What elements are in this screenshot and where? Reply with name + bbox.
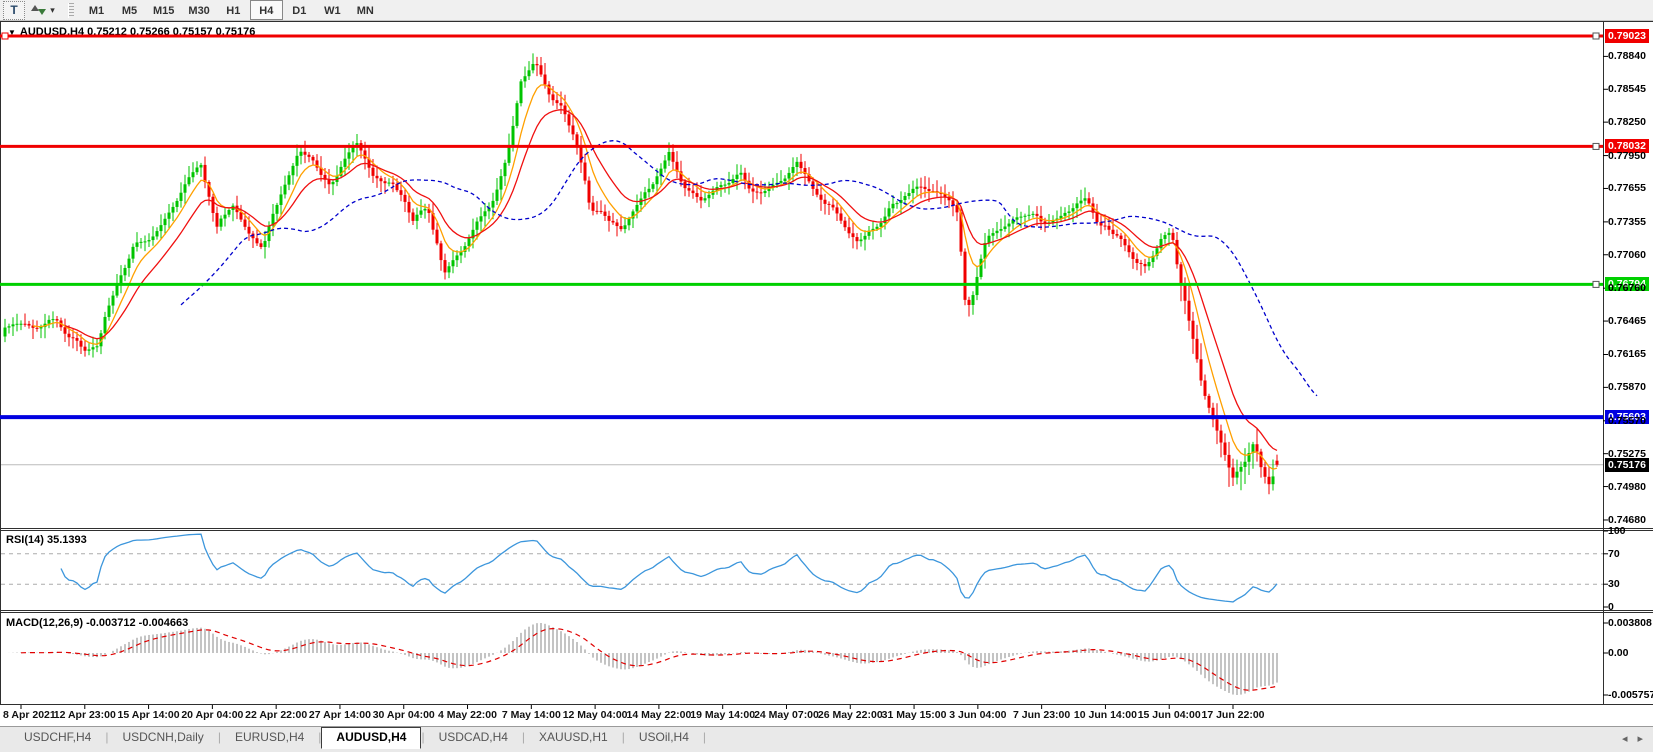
chart-tabs: USDCHF,H4 | USDCNH,Daily | EURUSD,H4 | AUDUSD,… <box>0 727 706 749</box>
text-tool-button[interactable]: T <box>3 0 25 20</box>
timeframe-button-h1[interactable]: H1 <box>217 0 250 20</box>
line-handle <box>1592 142 1600 150</box>
timeframe-toolbar: M1 M5 M15 M30 H1 H4 D1 W1 MN <box>80 0 382 21</box>
tab-separator: | <box>318 730 322 744</box>
ma-34-line <box>180 140 1318 397</box>
timeframe-button-d1[interactable]: D1 <box>283 0 316 20</box>
arrows-tool-button[interactable]: ▾ <box>27 1 59 20</box>
tab-usoil-h4[interactable]: USOil,H4 <box>638 730 689 744</box>
tab-scroll-left-icon[interactable]: ◂ <box>1621 733 1628 745</box>
dropdown-caret-icon: ▾ <box>50 4 55 15</box>
tab-separator: | <box>702 730 706 744</box>
tab-usdcnh-daily[interactable]: USDCNH,Daily <box>122 730 204 744</box>
timeframe-button-m15[interactable]: M15 <box>146 0 181 20</box>
line-handle <box>1592 32 1600 40</box>
tab-scroll-controls: ◂ ▸ <box>1622 732 1643 745</box>
symbol-dropdown-icon: ▼ <box>8 28 16 37</box>
arrow-up-icon <box>31 5 40 11</box>
chart-tabs-bar: USDCHF,H4 | USDCNH,Daily | EURUSD,H4 | AUDUSD,… <box>0 726 1653 752</box>
tab-usdchf-h4[interactable]: USDCHF,H4 <box>24 730 92 744</box>
tab-xauusd-h1[interactable]: XAUUSD,H1 <box>539 730 608 744</box>
tab-separator: | <box>621 730 625 744</box>
toolbar-grip <box>68 2 74 18</box>
ma-7-line <box>32 84 1278 470</box>
timeframe-button-m5[interactable]: M5 <box>113 0 146 20</box>
timeframe-button-h4[interactable]: H4 <box>249 0 283 20</box>
tab-separator: | <box>421 730 425 744</box>
timeframe-button-m1[interactable]: M1 <box>80 0 113 20</box>
tab-separator: | <box>105 730 109 744</box>
tab-eurusd-h4[interactable]: EURUSD,H4 <box>234 730 305 744</box>
toolbar: T ▾ M1 M5 M15 M30 H1 H4 D1 W1 MN <box>0 0 1653 21</box>
rsi-line <box>60 533 1278 603</box>
macd-indicator-label: MACD(12,26,9) -0.003712 -0.004663 <box>6 617 189 629</box>
line-handle <box>1 32 9 40</box>
tab-usdcad-h4[interactable]: USDCAD,H4 <box>438 730 508 744</box>
arrow-down-icon <box>38 9 47 15</box>
ma-15-line <box>64 109 1278 451</box>
chart-canvas[interactable] <box>0 21 1653 726</box>
macd-signal-line <box>20 627 1278 691</box>
timeframe-button-mn[interactable]: MN <box>349 0 382 20</box>
tab-audusd-h4[interactable]: AUDUSD,H4 <box>321 727 422 749</box>
tab-scroll-right-icon[interactable]: ▸ <box>1637 733 1643 745</box>
timeframe-button-m30[interactable]: M30 <box>181 0 216 20</box>
tab-separator: | <box>521 730 526 744</box>
macd-histogram <box>8 623 1278 695</box>
tab-separator: | <box>217 730 221 744</box>
rsi-indicator-label: RSI(14) 35.1393 <box>6 534 87 546</box>
candles-layer <box>3 53 1279 495</box>
line-handle <box>1592 280 1600 288</box>
timeframe-button-w1[interactable]: W1 <box>316 0 349 20</box>
